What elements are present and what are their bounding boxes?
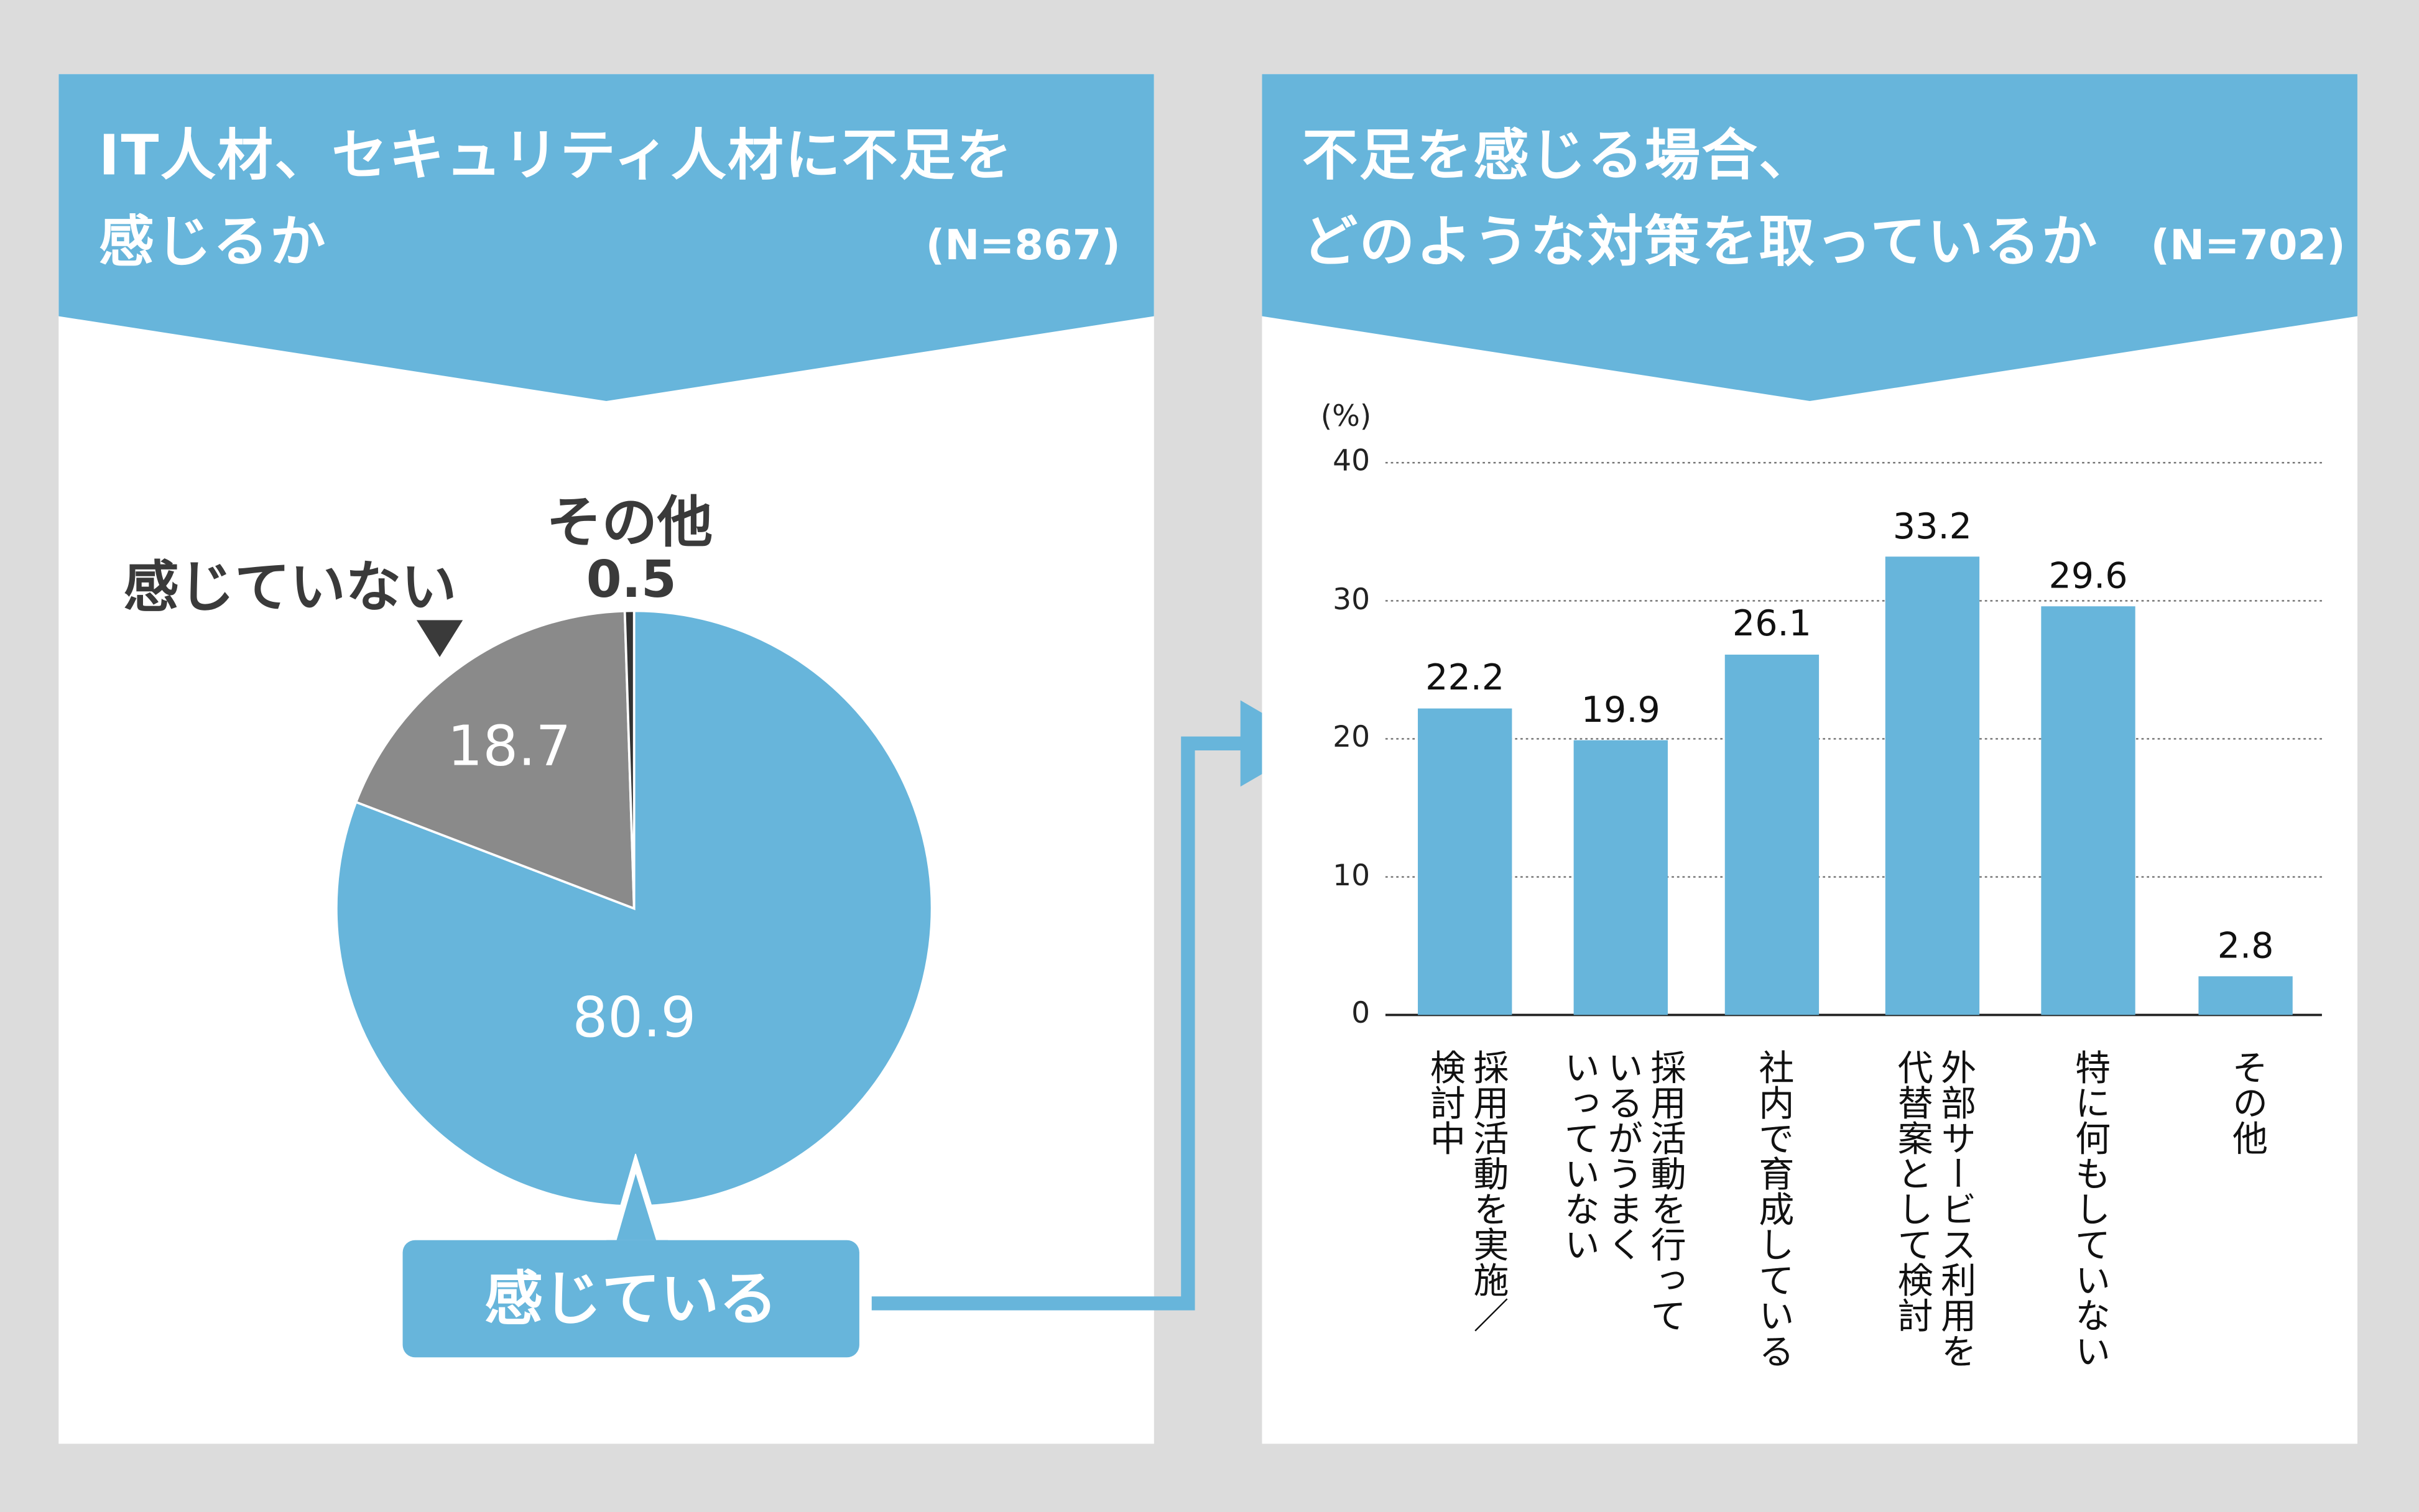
x-category-line: いっていない [1557, 1049, 1598, 1262]
pie-chart [335, 609, 933, 1207]
x-category-label: 社内で育成している [1751, 1049, 1793, 1368]
pie-label-other: その他 [546, 492, 713, 556]
left-header-banner [58, 74, 1154, 402]
pie-slice-1 [354, 609, 636, 911]
x-category-line: 採用活動を実施／ [1466, 1049, 1507, 1333]
x-category-label: その他 [2224, 1049, 2267, 1155]
left-title-line2: 感じるか [98, 211, 328, 275]
bar-1 [1573, 740, 1668, 1015]
right-title-line1: 不足を感じる場合、 [1302, 124, 1816, 188]
x-category-line: 検討中 [1423, 1049, 1464, 1156]
y-tick-label: 30 [1333, 582, 1371, 617]
pie-value-other: 0.5 [586, 549, 677, 609]
down-triangle-icon [416, 620, 463, 657]
x-category-line: その他 [2225, 1049, 2266, 1156]
x-category-line: 外部サービス利用を [1933, 1049, 1974, 1368]
left-panel: IT人材、セキュリティ人材に不足を 感じるか (N=867) その他 0.5 感… [58, 74, 1154, 1444]
y-tick-label: 20 [1333, 720, 1371, 755]
right-header-banner [1262, 74, 2357, 402]
x-category-line: 代替案として検討 [1890, 1049, 1931, 1333]
bar-5 [2198, 976, 2293, 1015]
right-title-line2: どのような対策を取っているか [1302, 211, 2099, 275]
x-category-label: 採用活動を実施／ 検討中 [1422, 1049, 1508, 1333]
bar-value-label: 22.2 [1425, 659, 1505, 699]
bar-value-label: 19.9 [1581, 691, 1660, 731]
pie-value-not-feeling: 18.7 [447, 716, 571, 779]
bar-value-label: 29.6 [2048, 556, 2128, 597]
x-category-label: 採用活動を行って いるがうまく いっていない [1556, 1049, 1685, 1333]
x-category-line: 採用活動を行って [1644, 1049, 1685, 1333]
pie-label-not-feeling: 感じていない [123, 556, 457, 620]
bar-2 [1724, 654, 1820, 1015]
x-category-line: 特に何もしていない [2068, 1049, 2109, 1368]
right-n-label: (N=702) [2150, 222, 2346, 270]
x-category-label: 特に何もしていない [2066, 1049, 2109, 1368]
left-n-label: (N=867) [925, 222, 1121, 270]
y-tick-label: 10 [1333, 858, 1371, 893]
y-tick-label: 40 [1333, 444, 1371, 479]
x-category-line: 社内で育成している [1752, 1049, 1792, 1368]
bar-value-label: 33.2 [1892, 507, 1972, 548]
bar-value-label: 2.8 [2217, 926, 2274, 967]
bar-3 [1885, 556, 1980, 1015]
pie-slice-2 [623, 609, 636, 909]
bar-4 [2041, 606, 2135, 1015]
callout-feeling: 感じている [402, 1240, 859, 1358]
left-title-line1: IT人材、セキュリティ人材に不足を [98, 124, 1014, 188]
y-axis-unit-label: (%) [1320, 399, 1372, 434]
bar-value-label: 26.1 [1732, 605, 1811, 646]
pie-value-feeling: 80.9 [572, 987, 696, 1051]
x-category-label: 外部サービス利用を 代替案として検討 [1889, 1049, 1976, 1368]
x-category-line: いるがうまく [1601, 1049, 1641, 1262]
bar-0 [1418, 708, 1512, 1015]
y-tick-label: 0 [1351, 996, 1371, 1031]
